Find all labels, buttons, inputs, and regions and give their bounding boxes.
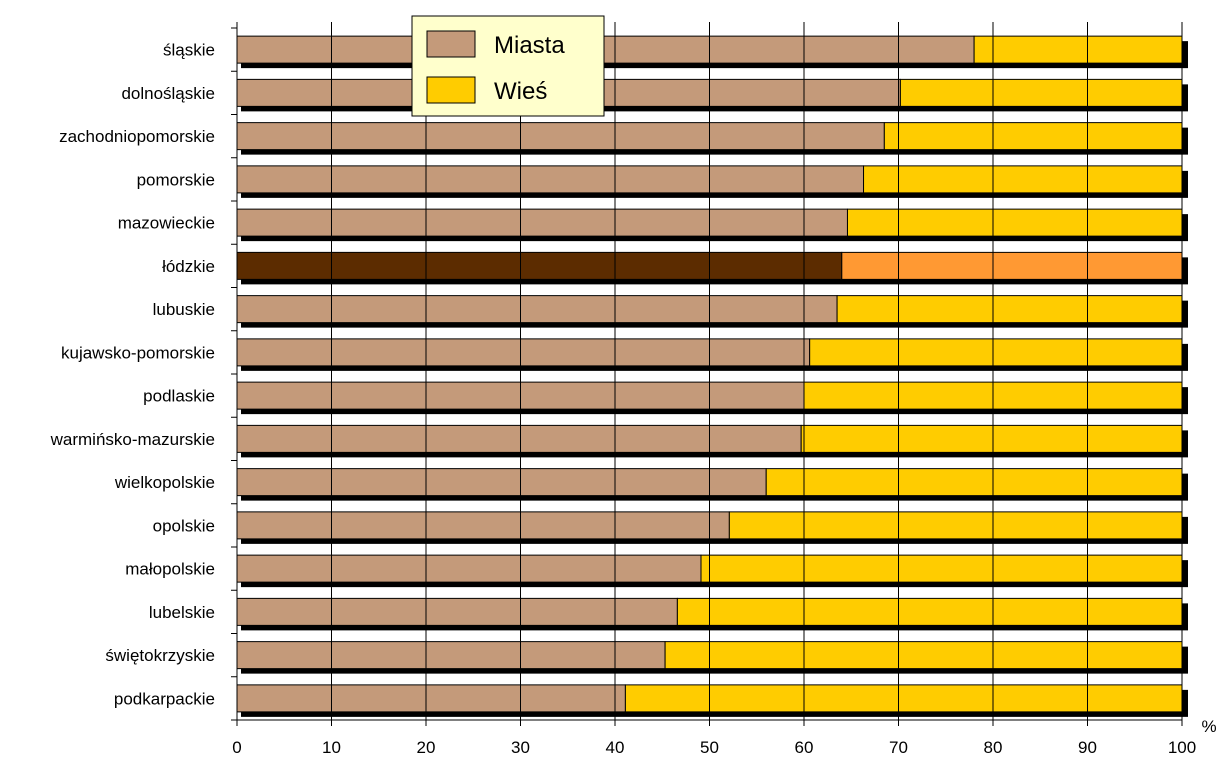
axes xyxy=(231,22,1183,726)
bar-wies-wielkopolskie xyxy=(765,468,1183,497)
bar-wies-slaskie xyxy=(973,35,1183,64)
category-label-podkarpackie: podkarpackie xyxy=(114,689,215,708)
x-tick-label-20: 20 xyxy=(417,738,436,757)
category-label-opolskie: opolskie xyxy=(153,516,215,535)
category-label-swietokrzyskie: świętokrzyskie xyxy=(105,646,215,665)
x-tick-label-40: 40 xyxy=(606,738,625,757)
bar-miasta-lubuskie xyxy=(236,295,838,324)
bar-wies-lubelskie xyxy=(676,597,1183,626)
category-label-wielkopolskie: wielkopolskie xyxy=(114,473,215,492)
bar-wies-malopolskie xyxy=(700,554,1183,583)
category-label-pomorskie: pomorskie xyxy=(137,170,215,189)
x-tick-label-30: 30 xyxy=(511,738,530,757)
category-label-lodzkie: łódzkie xyxy=(162,257,215,276)
bar-miasta-kujawsko-pomorskie xyxy=(236,338,811,367)
bar-wies-lubuskie xyxy=(836,295,1183,324)
legend-label-wies: Wieś xyxy=(494,78,547,105)
x-tick-label-70: 70 xyxy=(889,738,908,757)
bar-miasta-opolskie xyxy=(236,511,730,540)
bar-wies-lodzkie xyxy=(841,251,1183,280)
bar-wies-pomorskie xyxy=(863,165,1183,194)
bar-wies-kujawsko-pomorskie xyxy=(809,338,1183,367)
bar-miasta-warminsko-mazurskie xyxy=(236,424,802,453)
bar-miasta-lodzkie xyxy=(236,251,843,280)
bar-wies-swietokrzyskie xyxy=(664,641,1183,670)
bar-miasta-lubelskie xyxy=(236,597,678,626)
x-tick-label-100: 100 xyxy=(1168,738,1196,757)
category-label-podlaskie: podlaskie xyxy=(143,387,215,406)
x-tick-labels: 0 10 20 30 40 50 60 70 80 90 100 xyxy=(232,738,1196,757)
bar-miasta-zachodniopomorskie xyxy=(236,122,885,151)
bar-miasta-pomorskie xyxy=(236,165,865,194)
legend-swatch-wies xyxy=(426,76,476,104)
bar-wies-mazowieckie xyxy=(846,208,1183,237)
x-tick-label-0: 0 xyxy=(232,738,241,757)
category-label-slaskie: śląskie xyxy=(163,41,215,60)
category-label-lubuskie: lubuskie xyxy=(153,300,215,319)
x-tick-label-50: 50 xyxy=(700,738,719,757)
category-label-kujawsko-pomorskie: kujawsko-pomorskie xyxy=(61,343,215,362)
bar-miasta-mazowieckie xyxy=(236,208,848,237)
legend-label-miasta: Miasta xyxy=(494,32,565,59)
bar-miasta-podkarpackie xyxy=(236,684,626,713)
category-label-lubelskie: lubelskie xyxy=(149,603,215,622)
x-tick-label-10: 10 xyxy=(322,738,341,757)
x-tick-label-80: 80 xyxy=(984,738,1003,757)
bar-wies-warminsko-mazurskie xyxy=(800,424,1183,453)
bar-miasta-swietokrzyskie xyxy=(236,641,666,670)
bar-wies-dolnoslaskie xyxy=(899,78,1183,107)
category-label-malopolskie: małopolskie xyxy=(125,560,215,579)
legend-swatch-miasta xyxy=(426,30,476,58)
category-label-mazowieckie: mazowieckie xyxy=(118,214,215,233)
bar-wies-opolskie xyxy=(728,511,1183,540)
x-tick-label-60: 60 xyxy=(795,738,814,757)
bars xyxy=(236,35,1188,717)
x-unit-label: % xyxy=(1201,717,1216,736)
category-label-zachodniopomorskie: zachodniopomorskie xyxy=(59,127,215,146)
bar-miasta-wielkopolskie xyxy=(236,468,767,497)
bar-wies-zachodniopomorskie xyxy=(883,122,1183,151)
category-label-dolnoslaskie: dolnośląskie xyxy=(121,84,215,103)
category-label-warminsko-mazurskie: warmińsko-mazurskie xyxy=(50,430,215,449)
bar-wies-podkarpackie xyxy=(624,684,1183,713)
bar-miasta-malopolskie xyxy=(236,554,702,583)
x-tick-label-90: 90 xyxy=(1078,738,1097,757)
category-labels: śląskie dolnośląskie zachodniopomorskie pom… xyxy=(50,41,215,709)
legend: Miasta Wieś xyxy=(411,15,605,117)
bar-miasta-slaskie xyxy=(236,35,975,64)
